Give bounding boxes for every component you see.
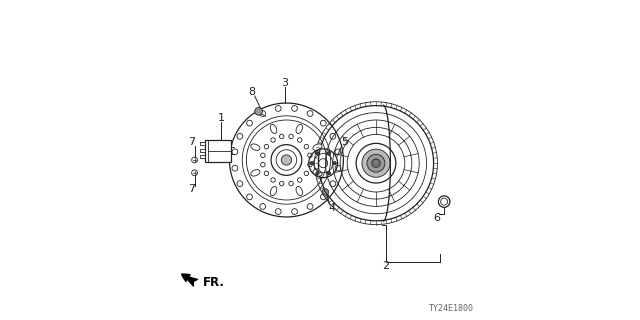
Ellipse shape: [296, 124, 303, 133]
Text: 7: 7: [188, 184, 196, 195]
Bar: [200, 149, 205, 152]
Text: 6: 6: [433, 212, 440, 223]
Text: 7: 7: [188, 137, 196, 147]
Circle shape: [372, 159, 380, 167]
Circle shape: [328, 152, 331, 155]
Circle shape: [323, 189, 329, 195]
FancyBboxPatch shape: [205, 140, 231, 162]
Text: 4: 4: [328, 203, 336, 213]
Circle shape: [328, 172, 331, 175]
Ellipse shape: [270, 124, 276, 133]
Circle shape: [255, 108, 262, 115]
Bar: [200, 142, 205, 145]
Circle shape: [367, 154, 385, 172]
Text: TY24E1800: TY24E1800: [429, 304, 474, 313]
Circle shape: [362, 149, 390, 177]
Text: 5: 5: [341, 137, 348, 147]
Circle shape: [316, 172, 319, 175]
Circle shape: [333, 162, 337, 165]
Text: 2: 2: [382, 261, 389, 271]
Circle shape: [316, 152, 319, 155]
Circle shape: [282, 155, 292, 165]
Circle shape: [310, 162, 314, 165]
Text: 1: 1: [218, 113, 225, 123]
Ellipse shape: [251, 144, 260, 150]
Text: 3: 3: [282, 78, 288, 88]
Ellipse shape: [296, 187, 303, 196]
Ellipse shape: [313, 144, 322, 150]
Text: FR.: FR.: [202, 276, 225, 289]
Text: 8: 8: [248, 87, 256, 97]
Ellipse shape: [270, 187, 276, 196]
Bar: [200, 155, 205, 158]
Ellipse shape: [313, 170, 322, 176]
Ellipse shape: [251, 170, 260, 176]
